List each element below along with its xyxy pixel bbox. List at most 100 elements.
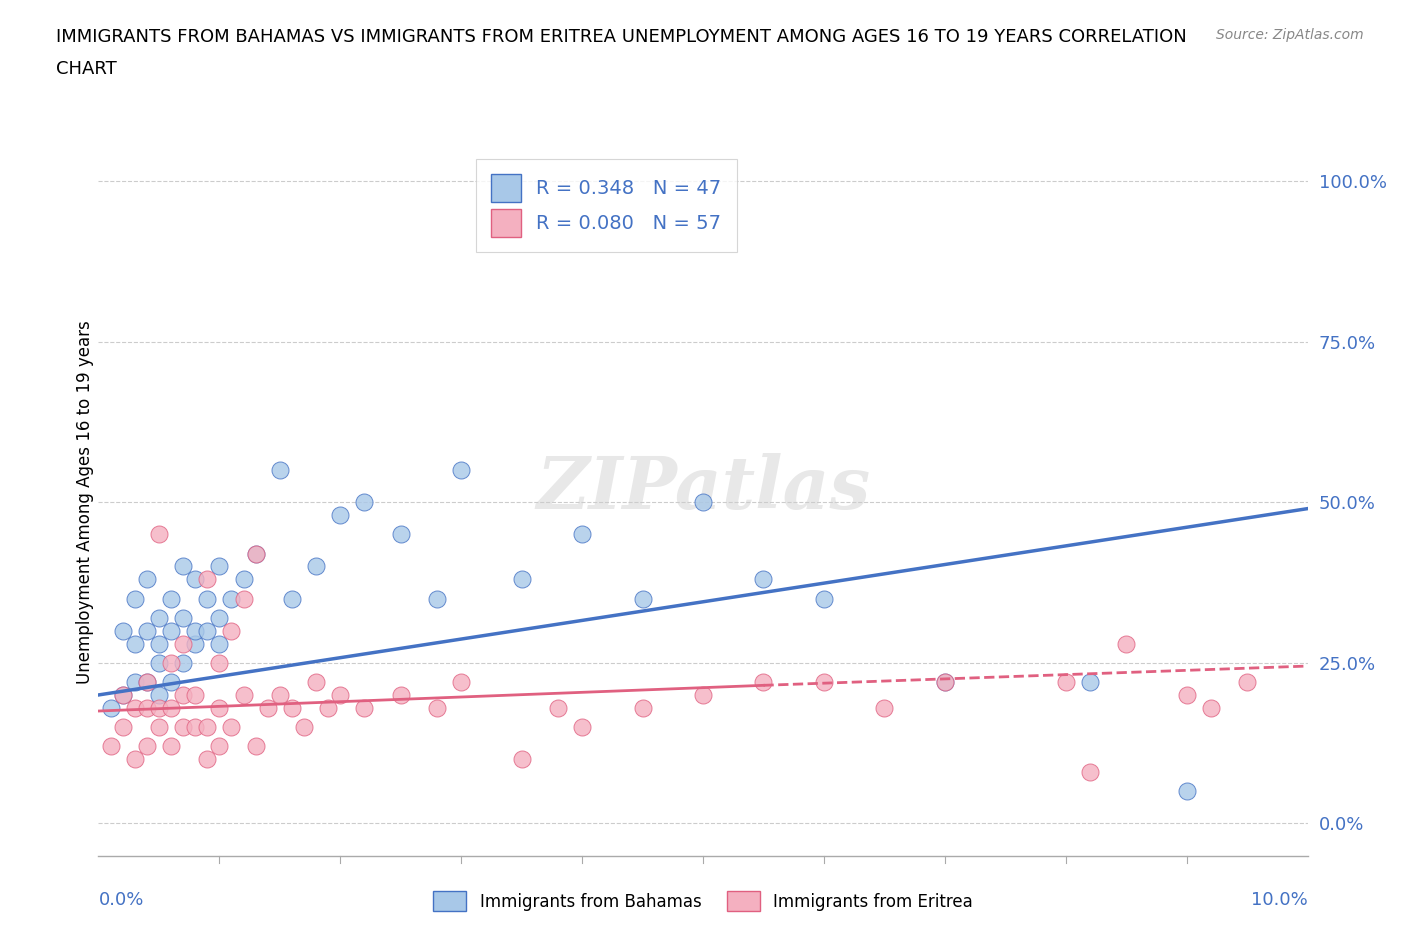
Point: [208, 636, 231, 651]
Point: [510, 751, 533, 766]
Point: [208, 656, 231, 671]
Point: [1175, 784, 1198, 799]
Point: [111, 687, 134, 702]
Point: [353, 700, 375, 715]
Point: [692, 495, 714, 510]
Point: [269, 687, 291, 702]
Point: [292, 720, 315, 735]
Point: [148, 527, 170, 542]
Point: [221, 623, 243, 638]
Point: [135, 700, 157, 715]
Point: [135, 623, 157, 638]
Point: [256, 700, 278, 715]
Point: [172, 656, 194, 671]
Point: [245, 546, 267, 561]
Point: [124, 700, 146, 715]
Point: [195, 623, 218, 638]
Point: [305, 559, 328, 574]
Text: ZIPatlas: ZIPatlas: [536, 453, 870, 524]
Point: [100, 700, 122, 715]
Point: [135, 572, 157, 587]
Point: [221, 591, 243, 606]
Point: [426, 700, 449, 715]
Point: [1175, 687, 1198, 702]
Point: [1199, 700, 1222, 715]
Point: [547, 700, 569, 715]
Point: [1078, 674, 1101, 689]
Text: Source: ZipAtlas.com: Source: ZipAtlas.com: [1216, 28, 1364, 42]
Y-axis label: Unemployment Among Ages 16 to 19 years: Unemployment Among Ages 16 to 19 years: [76, 320, 94, 684]
Point: [148, 687, 170, 702]
Point: [934, 674, 956, 689]
Point: [184, 687, 207, 702]
Point: [873, 700, 896, 715]
Point: [232, 591, 254, 606]
Text: 0.0%: 0.0%: [98, 891, 143, 909]
Point: [195, 572, 218, 587]
Point: [135, 674, 157, 689]
Point: [232, 687, 254, 702]
Legend: Immigrants from Bahamas, Immigrants from Eritrea: Immigrants from Bahamas, Immigrants from…: [426, 884, 980, 918]
Point: [135, 674, 157, 689]
Text: 10.0%: 10.0%: [1251, 891, 1308, 909]
Point: [160, 739, 183, 754]
Point: [329, 508, 352, 523]
Point: [172, 610, 194, 625]
Point: [160, 591, 183, 606]
Point: [426, 591, 449, 606]
Point: [353, 495, 375, 510]
Point: [245, 546, 267, 561]
Point: [329, 687, 352, 702]
Point: [934, 674, 956, 689]
Point: [184, 720, 207, 735]
Point: [172, 636, 194, 651]
Point: [148, 700, 170, 715]
Point: [692, 687, 714, 702]
Point: [100, 739, 122, 754]
Point: [111, 720, 134, 735]
Point: [316, 700, 339, 715]
Point: [813, 591, 835, 606]
Point: [1236, 674, 1258, 689]
Point: [135, 739, 157, 754]
Point: [148, 636, 170, 651]
Point: [208, 700, 231, 715]
Point: [184, 636, 207, 651]
Text: IMMIGRANTS FROM BAHAMAS VS IMMIGRANTS FROM ERITREA UNEMPLOYMENT AMONG AGES 16 TO: IMMIGRANTS FROM BAHAMAS VS IMMIGRANTS FR…: [56, 28, 1187, 46]
Point: [389, 527, 412, 542]
Point: [160, 700, 183, 715]
Point: [195, 751, 218, 766]
Point: [269, 462, 291, 477]
Point: [195, 720, 218, 735]
Point: [1054, 674, 1077, 689]
Point: [195, 591, 218, 606]
Point: [172, 720, 194, 735]
Point: [571, 527, 593, 542]
Point: [124, 636, 146, 651]
Point: [124, 591, 146, 606]
Point: [184, 572, 207, 587]
Point: [148, 720, 170, 735]
Point: [184, 623, 207, 638]
Point: [510, 572, 533, 587]
Point: [1078, 764, 1101, 779]
Point: [148, 610, 170, 625]
Text: CHART: CHART: [56, 60, 117, 78]
Point: [208, 610, 231, 625]
Point: [160, 674, 183, 689]
Point: [172, 687, 194, 702]
Point: [281, 700, 304, 715]
Point: [124, 674, 146, 689]
Point: [631, 591, 654, 606]
Point: [813, 674, 835, 689]
Point: [160, 656, 183, 671]
Point: [281, 591, 304, 606]
Point: [450, 674, 472, 689]
Point: [221, 720, 243, 735]
Point: [160, 623, 183, 638]
Point: [389, 687, 412, 702]
Point: [245, 739, 267, 754]
Point: [208, 739, 231, 754]
Point: [571, 720, 593, 735]
Point: [305, 674, 328, 689]
